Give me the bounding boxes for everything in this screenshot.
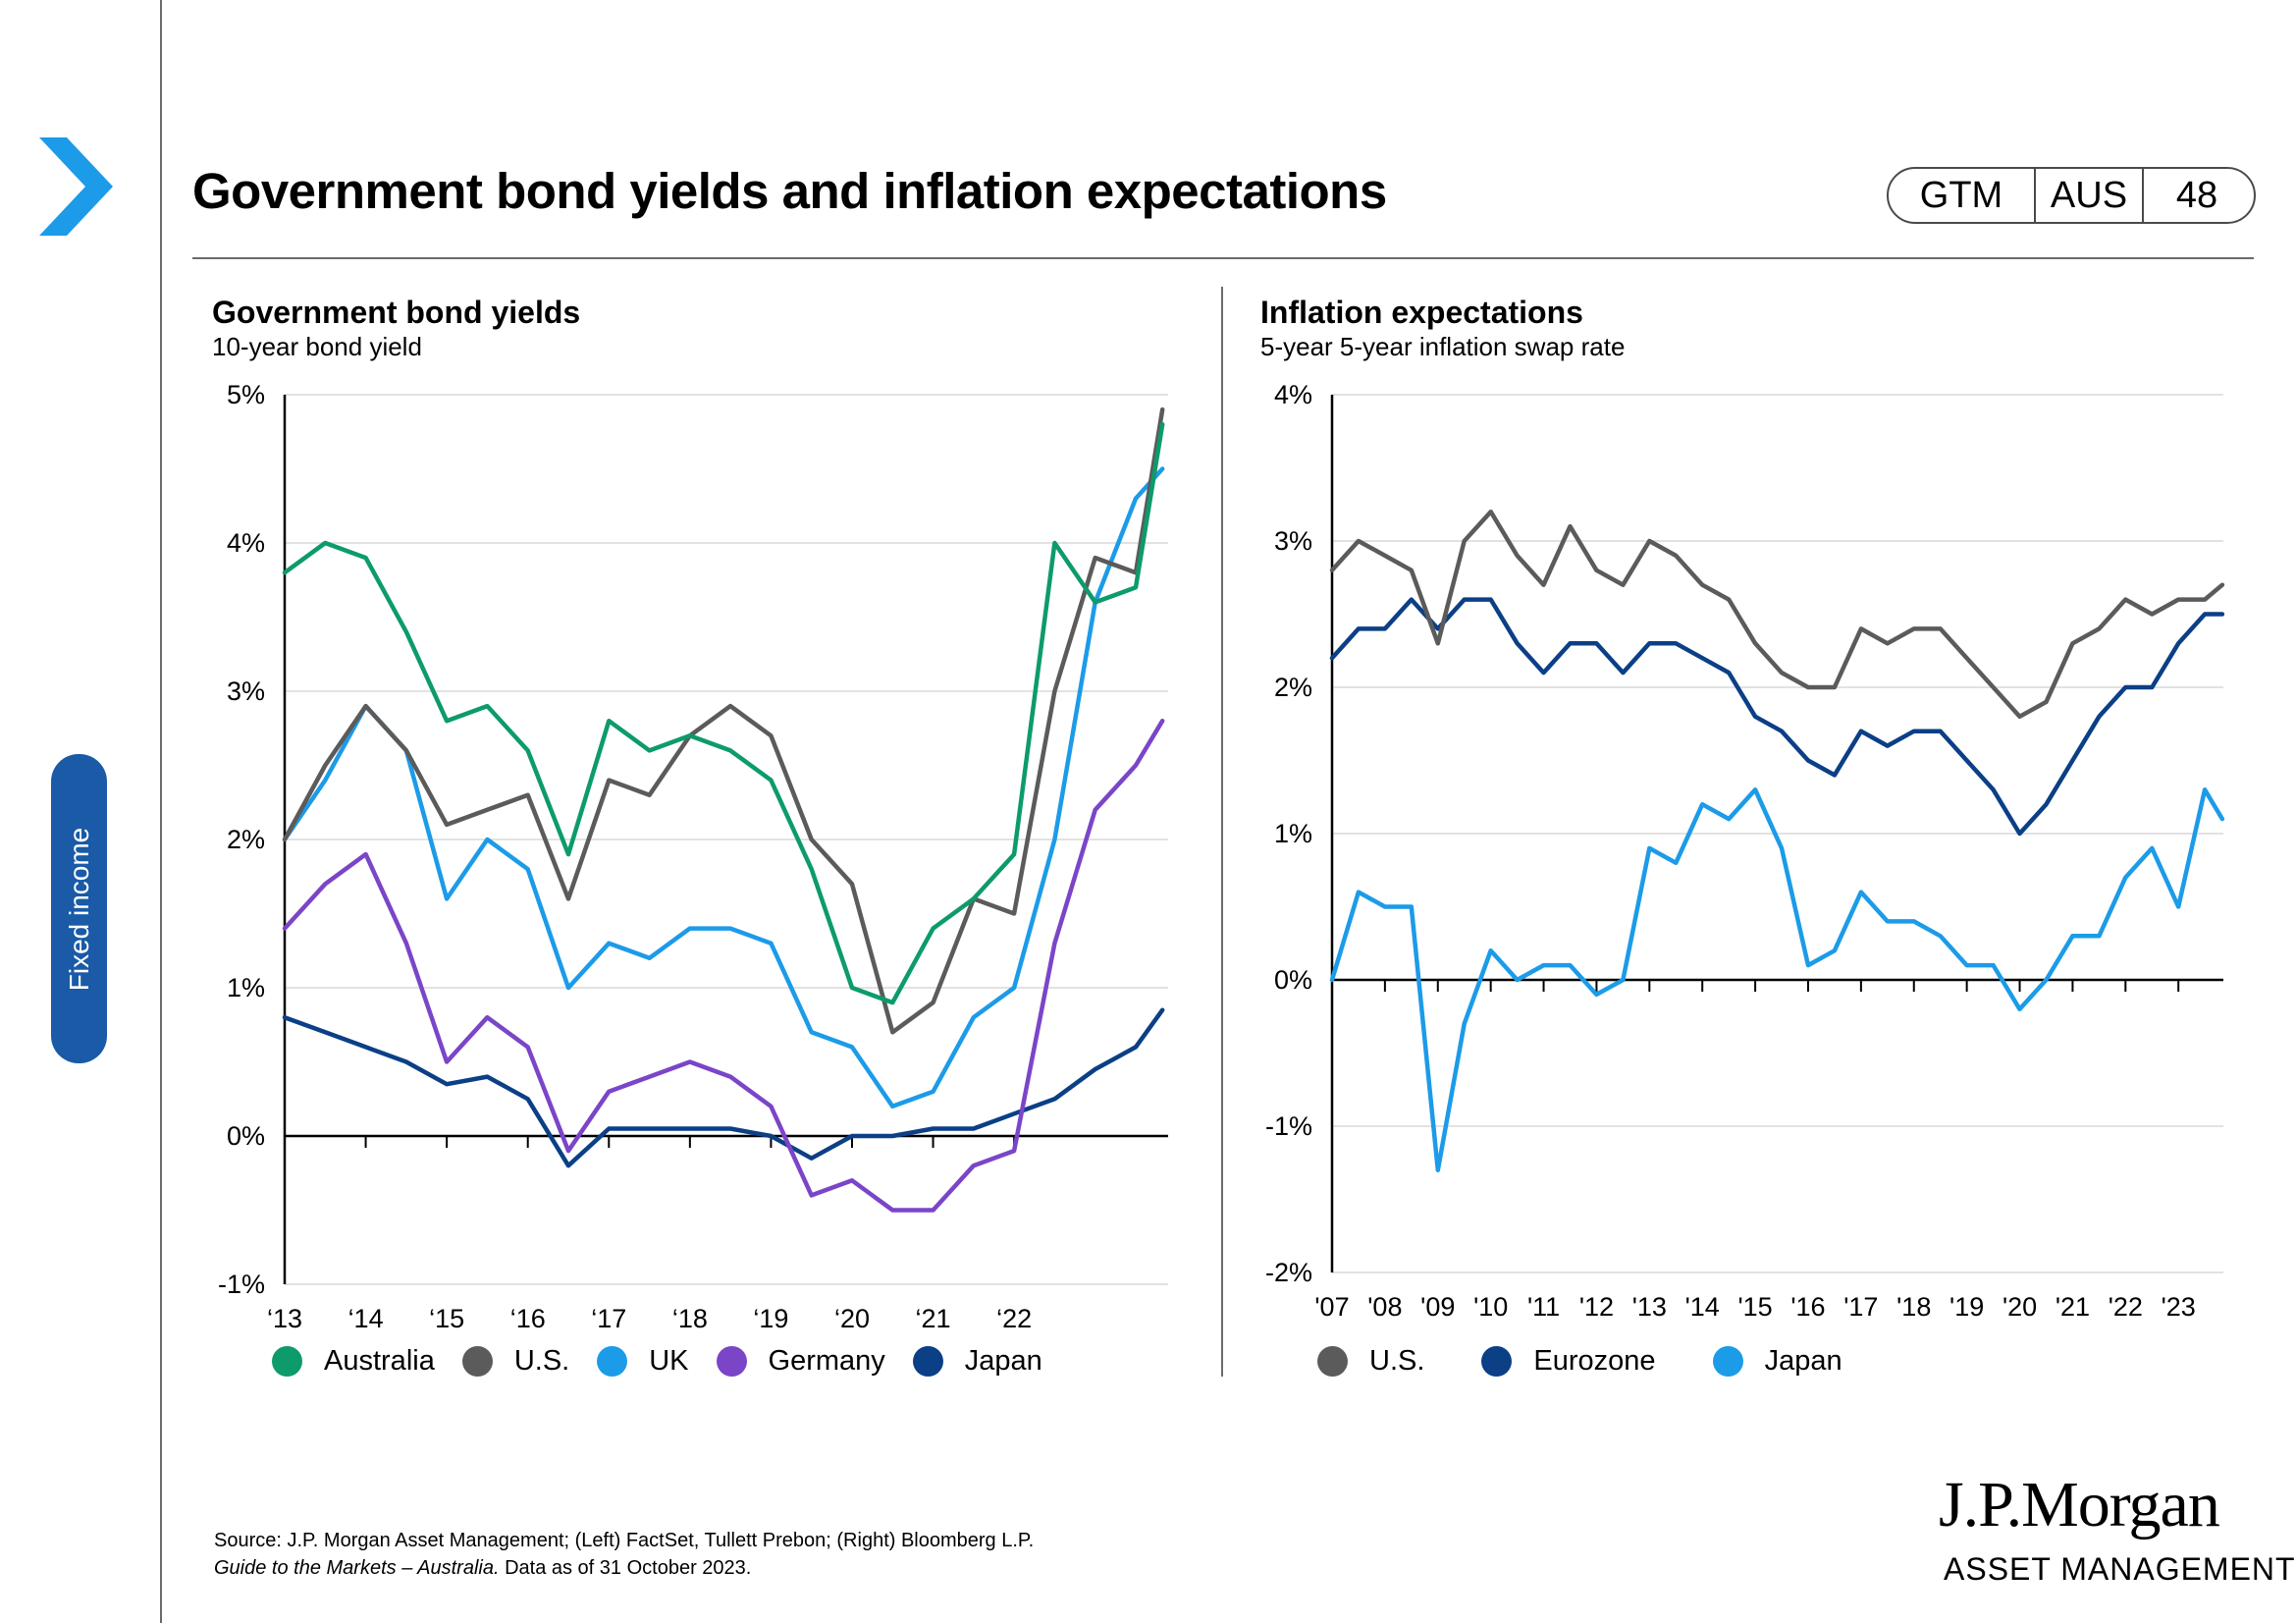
right-x-tick-label: '17 xyxy=(1843,1292,1878,1322)
left-y-tick-label: -1% xyxy=(218,1270,265,1299)
jpmorgan-logo-subtitle: ASSET MANAGEMENT xyxy=(1944,1551,2296,1587)
legend-label: U.S. xyxy=(513,1345,570,1377)
right-chart-legend: U.S. Eurozone Japan xyxy=(1317,1345,1870,1378)
source-line: Source: J.P. Morgan Asset Management; (L… xyxy=(214,1530,1035,1551)
source-date-line: Guide to the Markets – Australia. Data a… xyxy=(214,1554,1034,1582)
badge-separator xyxy=(2142,168,2144,223)
left-series-line-japan xyxy=(282,1007,1165,1168)
right-x-tick-label: '12 xyxy=(1579,1292,1614,1322)
legend-item-us: U.S. xyxy=(1317,1345,1424,1378)
left-series-line-uk xyxy=(282,466,1165,1109)
right-x-tick-label: '15 xyxy=(1738,1292,1773,1322)
badge-gtm: GTM xyxy=(1919,174,2003,216)
right-x-tick-label: '08 xyxy=(1367,1292,1402,1322)
left-series-line-germany xyxy=(282,718,1165,1213)
legend-label: Germany xyxy=(768,1345,885,1377)
right-x-tick-label: '07 xyxy=(1314,1292,1349,1322)
right-x-tick-label: '22 xyxy=(2109,1292,2143,1322)
right-y-tick-label: -1% xyxy=(1265,1111,1312,1141)
legend-label: U.S. xyxy=(1369,1345,1425,1377)
legend-item-eurozone: Eurozone xyxy=(1481,1345,1656,1378)
right-x-tick-label: '23 xyxy=(2162,1292,2196,1322)
page-title: Government bond yields and inflation exp… xyxy=(192,163,1387,219)
left-divider xyxy=(160,0,162,1623)
right-x-tick-label: '20 xyxy=(2002,1292,2037,1322)
legend-label: Japan xyxy=(1764,1345,1842,1377)
right-series-line-japan xyxy=(1329,787,2225,1172)
right-y-tick-label: 1% xyxy=(1274,819,1312,848)
legend-swatch xyxy=(1712,1346,1743,1377)
legend-item-us: U.S. xyxy=(461,1345,570,1378)
right-x-tick-label: '14 xyxy=(1685,1292,1720,1322)
right-series-line-eurozone xyxy=(1329,597,2225,837)
left-x-tick-label: ‘17 xyxy=(591,1304,626,1333)
left-chart-title: Government bond yields xyxy=(212,295,581,330)
left-x-tick-label: ‘13 xyxy=(267,1304,302,1333)
right-chart-title: Inflation expectations xyxy=(1260,295,1583,330)
right-x-tick-label: '13 xyxy=(1632,1292,1667,1322)
legend-swatch xyxy=(597,1346,628,1377)
badge-separator xyxy=(2034,168,2036,223)
chevron-right-icon[interactable] xyxy=(39,137,118,236)
left-x-tick-label: ‘14 xyxy=(348,1304,384,1333)
left-chart-legend: Australia U.S. UK Germany Japan xyxy=(272,1345,1070,1378)
badge-page-number: 48 xyxy=(2175,174,2218,216)
right-y-tick-label: -2% xyxy=(1265,1258,1312,1287)
left-y-tick-label: 5% xyxy=(227,380,265,409)
right-x-tick-label: '19 xyxy=(1949,1292,1984,1322)
legend-swatch xyxy=(1317,1346,1348,1377)
left-chart-subtitle: 10-year bond yield xyxy=(212,332,422,361)
left-y-tick-label: 3% xyxy=(227,676,265,706)
right-x-tick-label: '18 xyxy=(1896,1292,1931,1322)
legend-item-uk: UK xyxy=(597,1345,689,1378)
right-series-line-us xyxy=(1329,509,2225,720)
left-y-tick-label: 2% xyxy=(227,825,265,854)
panel-divider xyxy=(1221,287,1223,1377)
right-y-tick-label: 3% xyxy=(1274,526,1312,556)
badge-country: AUS xyxy=(2050,174,2128,216)
legend-label: Australia xyxy=(324,1345,435,1377)
left-series-line-us xyxy=(282,406,1165,1035)
right-x-tick-label: '11 xyxy=(1527,1292,1560,1322)
legend-swatch xyxy=(912,1346,943,1377)
right-y-tick-label: 4% xyxy=(1274,380,1312,409)
left-series-line-australia xyxy=(282,421,1165,1005)
title-divider xyxy=(192,257,2254,259)
section-tab-fixed-income[interactable]: Fixed income xyxy=(51,754,107,1063)
legend-label: Eurozone xyxy=(1533,1345,1656,1377)
legend-label: UK xyxy=(649,1345,689,1377)
legend-swatch xyxy=(272,1346,302,1377)
jpmorgan-logo: J.P.Morgan xyxy=(1939,1469,2220,1541)
legend-item-japan: Japan xyxy=(912,1345,1042,1378)
legend-label: Japan xyxy=(964,1345,1042,1377)
left-x-tick-label: ‘20 xyxy=(834,1304,870,1333)
right-y-tick-label: 2% xyxy=(1274,673,1312,702)
right-x-tick-label: '16 xyxy=(1790,1292,1825,1322)
right-x-tick-label: '21 xyxy=(2056,1292,2090,1322)
page-badge: GTM AUS 48 xyxy=(1887,167,2256,224)
legend-swatch xyxy=(1481,1346,1513,1377)
legend-swatch xyxy=(716,1346,747,1377)
legend-item-japan: Japan xyxy=(1712,1345,1842,1378)
left-x-tick-label: ‘15 xyxy=(429,1304,464,1333)
left-y-tick-label: 4% xyxy=(227,528,265,558)
left-x-tick-label: ‘19 xyxy=(753,1304,788,1333)
left-y-tick-label: 1% xyxy=(227,973,265,1002)
left-y-tick-label: 0% xyxy=(227,1121,265,1151)
left-x-tick-label: ‘21 xyxy=(916,1304,951,1333)
legend-item-australia: Australia xyxy=(272,1345,435,1378)
right-chart-subtitle: 5-year 5-year inflation swap rate xyxy=(1260,332,1626,361)
right-x-tick-label: '09 xyxy=(1420,1292,1455,1322)
left-x-tick-label: ‘22 xyxy=(996,1304,1032,1333)
guide-name: Guide to the Markets – Australia. xyxy=(214,1557,500,1579)
legend-item-germany: Germany xyxy=(716,1345,885,1378)
right-x-tick-label: '10 xyxy=(1473,1292,1508,1322)
data-date: Data as of 31 October 2023. xyxy=(499,1557,752,1579)
legend-swatch xyxy=(461,1346,493,1377)
source-note: Source: J.P. Morgan Asset Management; (L… xyxy=(214,1527,1034,1582)
left-x-tick-label: ‘16 xyxy=(510,1304,546,1333)
right-y-tick-label: 0% xyxy=(1274,965,1312,995)
left-x-tick-label: ‘18 xyxy=(672,1304,708,1333)
